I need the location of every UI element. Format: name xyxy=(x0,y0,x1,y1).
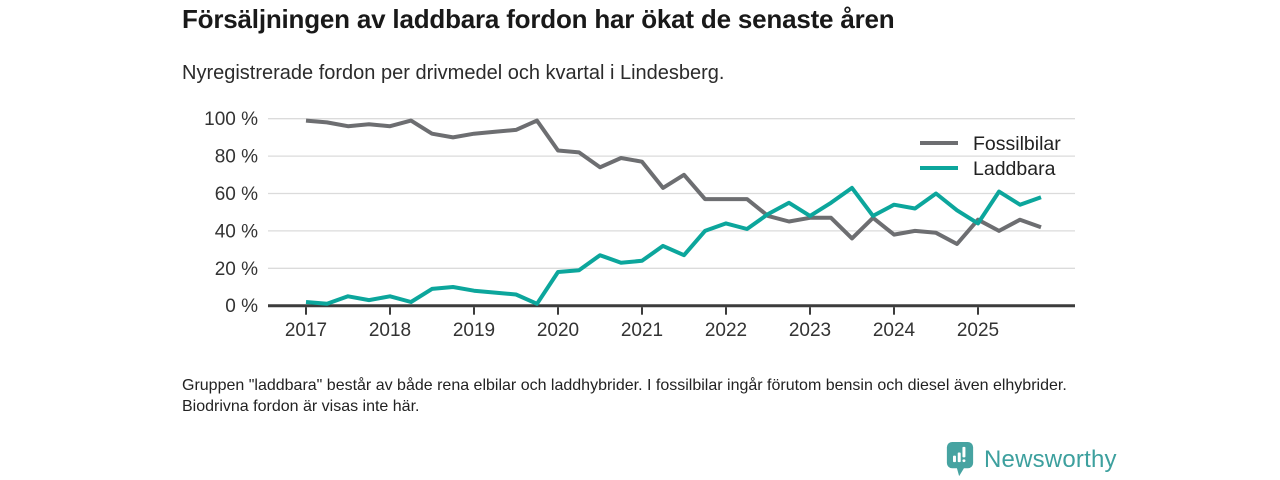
logo-bar-short xyxy=(953,455,956,463)
x-axis-tick-label: 2020 xyxy=(537,320,579,341)
x-axis-tick-label: 2018 xyxy=(369,320,411,341)
y-axis-tick-label: 60 % xyxy=(215,184,258,205)
logo-bar-medium xyxy=(957,452,961,463)
chart-title: Försäljningen av laddbara fordon har öka… xyxy=(182,4,895,34)
legend-label-laddbara: Laddbara xyxy=(973,158,1056,180)
legend-label-fossilbilar: Fossilbilar xyxy=(973,133,1061,155)
chart-subtitle: Nyregistrerade fordon per drivmedel och … xyxy=(182,62,725,84)
x-axis-tick-label: 2022 xyxy=(705,320,747,341)
x-axis-tick-label: 2023 xyxy=(789,320,831,341)
x-axis-tick-label: 2024 xyxy=(873,320,916,341)
x-axis-tick-label: 2025 xyxy=(957,320,999,341)
line-chart: 0 % 20 % 40 % 60 % 80 % 100 % 2017 2018 2019 2020… xyxy=(204,109,1075,341)
y-axis-tick-label: 0 % xyxy=(225,296,258,317)
footnote: Gruppen "laddbara" består av både rena e… xyxy=(182,377,1067,415)
y-axis-tick-label: 80 % xyxy=(215,147,258,168)
y-axis-tick-label: 20 % xyxy=(215,259,258,280)
x-axis-tick-label: 2019 xyxy=(453,320,495,341)
fossilbilar-line xyxy=(305,118,1042,246)
newsworthy-bar-chart-icon xyxy=(946,442,974,477)
y-axis-tick-label: 40 % xyxy=(215,221,258,242)
logo-text: Newsworthy xyxy=(984,445,1117,473)
logo-exclamation-bar xyxy=(962,446,966,458)
x-axis-tick-label: 2017 xyxy=(285,320,327,341)
laddbara-line xyxy=(305,185,1042,306)
y-axis-tick-label: 100 % xyxy=(204,109,258,130)
logo-exclamation-dot xyxy=(962,459,966,463)
x-axis-tick-label: 2021 xyxy=(621,320,663,341)
newsworthy-logo: Newsworthy xyxy=(946,441,1117,478)
